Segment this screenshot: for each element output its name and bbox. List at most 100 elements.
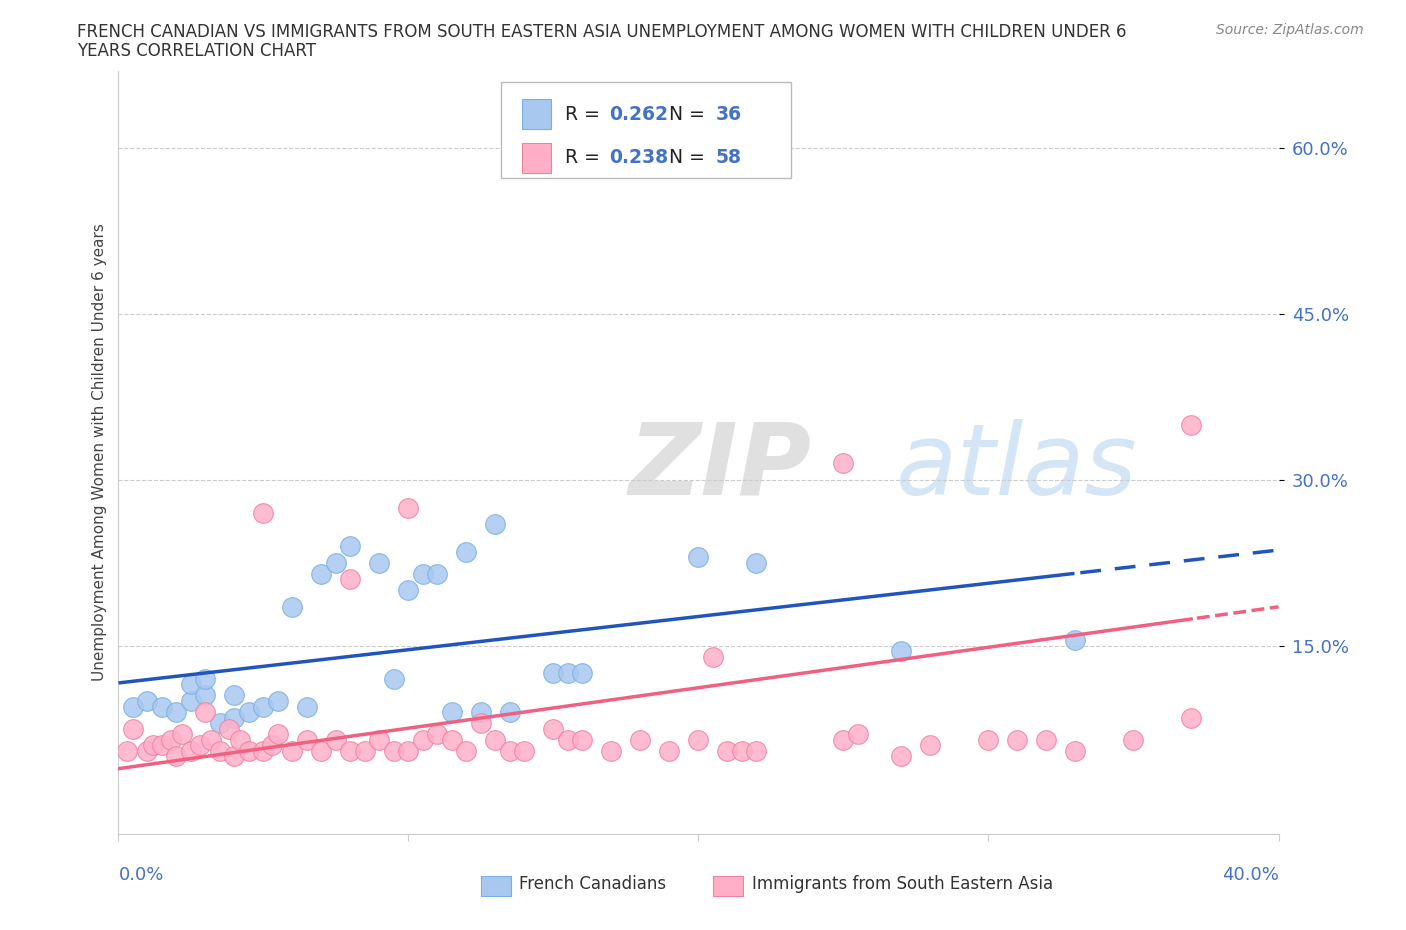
Point xyxy=(440,705,463,720)
Point xyxy=(658,743,681,758)
Point xyxy=(122,721,145,736)
Point xyxy=(252,506,274,521)
FancyBboxPatch shape xyxy=(522,99,551,129)
Point xyxy=(426,566,449,581)
Point xyxy=(142,737,165,752)
Text: French Canadians: French Canadians xyxy=(519,875,665,893)
Point xyxy=(354,743,377,758)
Point xyxy=(172,726,194,741)
Point xyxy=(832,732,855,747)
Point xyxy=(398,743,420,758)
Point xyxy=(194,705,217,720)
Point xyxy=(218,721,240,736)
Point xyxy=(224,711,246,725)
Text: 58: 58 xyxy=(716,149,742,167)
Point xyxy=(267,726,290,741)
Point xyxy=(339,743,361,758)
Point xyxy=(165,749,187,764)
Point xyxy=(484,517,506,532)
Point xyxy=(229,732,252,747)
Point xyxy=(513,743,536,758)
Point xyxy=(1064,743,1087,758)
Point xyxy=(208,743,231,758)
Point xyxy=(262,737,284,752)
Point xyxy=(382,671,405,686)
Point xyxy=(398,583,420,598)
Point xyxy=(267,694,290,709)
Point xyxy=(543,721,565,736)
Point xyxy=(499,705,522,720)
Point xyxy=(920,737,942,752)
Point xyxy=(745,555,768,570)
Text: Immigrants from South Eastern Asia: Immigrants from South Eastern Asia xyxy=(752,875,1053,893)
Point xyxy=(295,699,318,714)
Point xyxy=(194,671,217,686)
Text: 36: 36 xyxy=(716,105,742,124)
Point xyxy=(731,743,754,758)
Point xyxy=(456,544,478,559)
Point xyxy=(1064,632,1087,647)
Point xyxy=(398,500,420,515)
Text: N =: N = xyxy=(669,105,711,124)
FancyBboxPatch shape xyxy=(502,82,792,178)
Point xyxy=(339,572,361,587)
Text: 0.0%: 0.0% xyxy=(118,866,165,884)
Point xyxy=(630,732,652,747)
FancyBboxPatch shape xyxy=(522,142,551,173)
Point xyxy=(688,550,710,565)
Point xyxy=(281,743,304,758)
Text: 40.0%: 40.0% xyxy=(1222,866,1278,884)
Point xyxy=(890,749,912,764)
Point xyxy=(208,716,231,731)
Point xyxy=(600,743,623,758)
Y-axis label: Unemployment Among Women with Children Under 6 years: Unemployment Among Women with Children U… xyxy=(93,223,107,681)
Point xyxy=(1180,711,1202,725)
Point xyxy=(557,732,579,747)
Point xyxy=(571,732,593,747)
Point xyxy=(136,743,159,758)
Point xyxy=(412,732,434,747)
Point xyxy=(150,737,173,752)
Point xyxy=(252,699,274,714)
Point xyxy=(188,737,211,752)
Text: YEARS CORRELATION CHART: YEARS CORRELATION CHART xyxy=(77,42,316,60)
Point xyxy=(224,688,246,703)
Point xyxy=(165,705,187,720)
Point xyxy=(456,743,478,758)
Point xyxy=(1007,732,1029,747)
Point xyxy=(412,566,434,581)
Point xyxy=(745,743,768,758)
Point xyxy=(499,743,522,758)
Point xyxy=(325,732,347,747)
Point xyxy=(1122,732,1144,747)
Text: atlas: atlas xyxy=(896,419,1137,516)
Point xyxy=(180,677,202,692)
Text: R =: R = xyxy=(565,149,606,167)
Point xyxy=(557,666,579,681)
Text: ZIP: ZIP xyxy=(628,419,811,516)
Point xyxy=(716,743,738,758)
Point xyxy=(200,732,222,747)
Point xyxy=(238,743,260,758)
Point xyxy=(339,538,361,553)
Point xyxy=(224,749,246,764)
Point xyxy=(238,705,260,720)
Point xyxy=(1035,732,1057,747)
Point xyxy=(115,743,138,758)
Point xyxy=(180,694,202,709)
Point xyxy=(136,694,159,709)
Text: R =: R = xyxy=(565,105,606,124)
Point xyxy=(470,716,492,731)
Point xyxy=(702,649,724,664)
Text: 0.238: 0.238 xyxy=(609,149,668,167)
Point xyxy=(311,566,333,581)
Point xyxy=(368,732,391,747)
Point xyxy=(571,666,593,681)
Point xyxy=(426,726,449,741)
Point xyxy=(484,732,506,747)
Point xyxy=(688,732,710,747)
Point xyxy=(890,644,912,658)
Point xyxy=(311,743,333,758)
Point xyxy=(194,688,217,703)
Point xyxy=(159,732,181,747)
